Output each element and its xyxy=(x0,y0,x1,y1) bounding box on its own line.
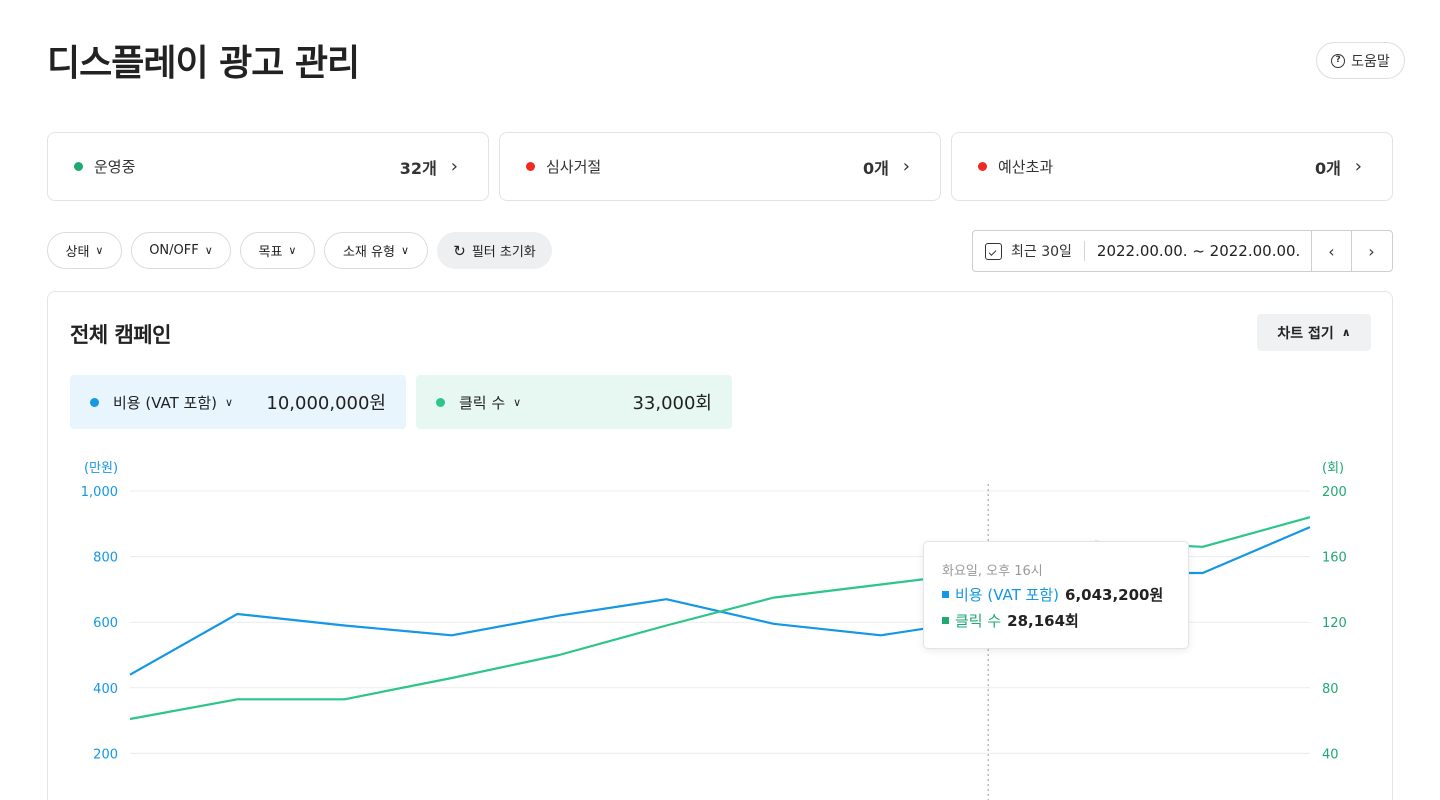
calendar-icon xyxy=(985,242,1002,260)
chevron-down-icon: ∨ xyxy=(400,244,410,257)
metric-dot xyxy=(90,397,99,407)
status-count: 0개 xyxy=(862,158,889,178)
chevron-right-icon[interactable]: › xyxy=(1350,231,1391,271)
legend-square xyxy=(942,617,949,624)
filter-reset-button[interactable]: ↻ 필터 초기화 xyxy=(437,232,552,269)
filter-creative-type[interactable]: 소재 유형 ∨ xyxy=(324,232,428,269)
chart-axes: 200 400 600 800 1,000 40 80 120 160 200 (만원) (회) xyxy=(81,461,1347,762)
collapse-chart-button[interactable]: 차트 접기 ∧ xyxy=(1257,314,1371,351)
help-label: 도움말 xyxy=(1351,53,1390,70)
collapse-chart-label: 차트 접기 xyxy=(1277,325,1334,342)
chevron-right-icon: › xyxy=(1354,156,1362,177)
filter-status[interactable]: 상태 ∨ xyxy=(47,232,122,269)
metric-label: 클릭 수 xyxy=(459,393,506,412)
filter-reset-label: 필터 초기화 xyxy=(471,245,536,260)
refresh-icon: ↻ xyxy=(453,241,466,260)
chevron-right-icon: › xyxy=(902,156,910,177)
status-count: 32개 xyxy=(399,158,437,178)
y-left-tick-label: 600 xyxy=(93,616,118,631)
chart-tooltip: 화요일, 오후 16시 비용 (VAT 포함) 6,043,200원 클릭 수 … xyxy=(923,541,1189,649)
status-label: 예산초과 xyxy=(998,158,1054,176)
status-label: 운영중 xyxy=(94,158,136,176)
y-right-tick-label: 80 xyxy=(1322,682,1339,697)
tooltip-clicks-row: 클릭 수 28,164회 xyxy=(942,610,1079,631)
status-card-over-budget[interactable]: 예산초과 0개 › xyxy=(951,132,1393,201)
filter-label: 상태 xyxy=(65,245,90,260)
status-label: 심사거절 xyxy=(546,158,602,176)
y-right-tick-label: 40 xyxy=(1322,747,1339,762)
chevron-right-icon: › xyxy=(450,156,458,177)
status-card-active[interactable]: 운영중 32개 › xyxy=(47,132,489,201)
legend-square xyxy=(942,591,949,598)
chevron-down-icon: ∨ xyxy=(513,395,522,409)
y-right-tick-label: 160 xyxy=(1322,551,1347,566)
panel-title: 전체 캠페인 xyxy=(70,323,171,347)
chevron-left-icon[interactable]: ‹ xyxy=(1310,231,1351,271)
tooltip-cost-label: 비용 (VAT 포함) xyxy=(955,586,1060,604)
y-left-tick-label: 1,000 xyxy=(81,485,118,500)
date-range-text[interactable]: 2022.00.00. ~ 2022.00.00. xyxy=(1096,242,1301,260)
chart-grid xyxy=(130,490,1310,754)
chevron-down-icon: ∨ xyxy=(288,244,297,257)
y-left-tick-label: 400 xyxy=(93,682,118,697)
date-preset[interactable]: 최근 30일 xyxy=(1011,241,1085,261)
tooltip-cost-row: 비용 (VAT 포함) 6,043,200원 xyxy=(942,584,1163,605)
y-right-tick-label: 120 xyxy=(1322,616,1347,631)
tooltip-cost-value: 6,043,200원 xyxy=(1065,586,1164,604)
filter-onoff[interactable]: ON/OFF ∨ xyxy=(131,232,231,269)
chevron-down-icon: ∨ xyxy=(225,395,234,409)
metric-clicks[interactable]: 클릭 수 ∨ 33,000회 xyxy=(416,375,732,429)
y-left-tick-label: 200 xyxy=(93,747,118,762)
y-left-unit: (만원) xyxy=(84,461,118,476)
filter-label: 목표 xyxy=(258,245,283,260)
metric-value: 33,000회 xyxy=(632,393,712,414)
help-icon: ? xyxy=(1331,53,1346,68)
y-right-unit: (회) xyxy=(1322,461,1344,476)
metric-value: 10,000,000원 xyxy=(266,393,386,414)
chevron-up-icon: ∧ xyxy=(1341,326,1351,339)
metric-dot xyxy=(436,397,445,407)
tooltip-clicks-label: 클릭 수 xyxy=(955,612,1002,630)
tooltip-clicks-value: 28,164회 xyxy=(1007,612,1079,630)
y-right-tick-label: 200 xyxy=(1322,485,1347,500)
status-dot xyxy=(74,162,83,171)
chevron-down-icon: ∨ xyxy=(95,244,104,257)
metric-label: 비용 (VAT 포함) xyxy=(113,393,218,412)
chevron-down-icon: ∨ xyxy=(204,244,213,257)
page-title: 디스플레이 광고 관리 xyxy=(47,43,360,84)
status-dot xyxy=(978,162,987,171)
filter-goal[interactable]: 목표 ∨ xyxy=(240,232,315,269)
status-count: 0개 xyxy=(1314,158,1341,178)
tooltip-time: 화요일, 오후 16시 xyxy=(942,564,1043,579)
date-range-picker[interactable]: 최근 30일 2022.00.00. ~ 2022.00.00. ‹ › xyxy=(972,230,1393,272)
filter-label: ON/OFF xyxy=(149,243,199,258)
status-dot xyxy=(526,162,535,171)
filter-label: 소재 유형 xyxy=(342,245,395,260)
status-card-rejected[interactable]: 심사거절 0개 › xyxy=(499,132,941,201)
metric-cost[interactable]: 비용 (VAT 포함) ∨ 10,000,000원 xyxy=(70,375,406,429)
y-left-tick-label: 800 xyxy=(93,551,118,566)
help-button[interactable]: ? 도움말 xyxy=(1316,42,1405,79)
